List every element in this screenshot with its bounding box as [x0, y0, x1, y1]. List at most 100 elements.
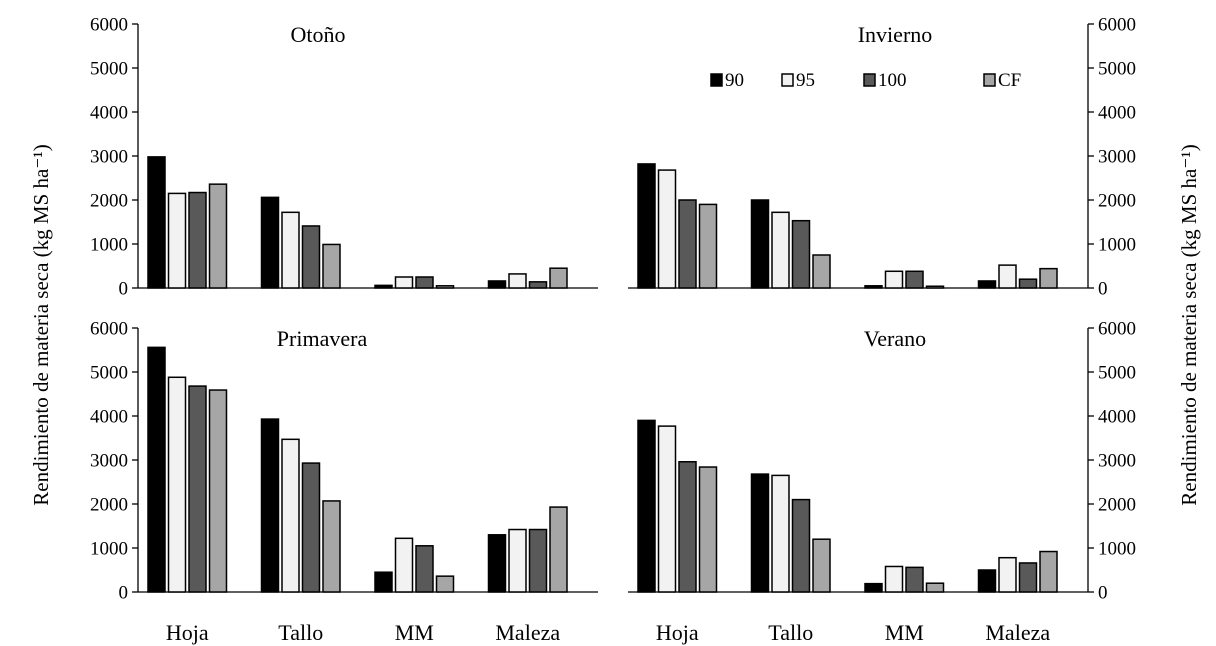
y-tick-label: 4000 — [1098, 103, 1136, 124]
x-category-label: MM — [885, 620, 924, 645]
bar-hoja-100 — [188, 191, 207, 289]
bar-mm-100 — [415, 276, 434, 289]
y-tick-label: 6000 — [1098, 15, 1136, 36]
y-tick-label: 5000 — [1098, 59, 1136, 80]
bar-mm-100 — [905, 270, 924, 289]
bar-maleza-95 — [998, 556, 1017, 593]
bar-mm-cf — [925, 582, 945, 593]
y-tick-label: 0 — [1098, 279, 1108, 300]
y-tick-label: 2000 — [1098, 191, 1136, 212]
bar-maleza-95 — [508, 528, 527, 593]
x-category-label: Hoja — [656, 620, 699, 645]
bar-maleza-100 — [528, 281, 548, 289]
x-category-label: Hoja — [166, 620, 209, 645]
bar-tallo-cf — [322, 243, 341, 289]
bar-maleza-cf — [1039, 267, 1058, 289]
y-tick-label: 6000 — [90, 319, 128, 340]
bars-layer — [147, 156, 1058, 593]
y-tick-label: 4000 — [90, 103, 128, 124]
y-axis-title-left: Rendimiento de materia seca (kg MS ha⁻¹) — [29, 144, 53, 505]
y-tick-label: 2000 — [90, 495, 128, 516]
panel-title: Invierno — [858, 22, 933, 47]
y-tick-label: 4000 — [90, 407, 128, 428]
y-tick-label: 1000 — [1098, 539, 1136, 560]
y-tick-label: 5000 — [1098, 363, 1136, 384]
bar-tallo-90 — [750, 199, 770, 289]
bar-mm-90 — [374, 284, 393, 289]
bar-hoja-95 — [657, 169, 677, 289]
y-tick-label: 0 — [1098, 583, 1108, 604]
y-tick-label: 2000 — [90, 191, 128, 212]
bar-mm-95 — [394, 537, 414, 593]
panel-title: Otoño — [291, 22, 346, 47]
y-tick-label: 5000 — [90, 59, 128, 80]
bar-maleza-95 — [998, 264, 1017, 289]
bar-tallo-95 — [281, 211, 300, 289]
bar-mm-90 — [864, 285, 883, 289]
bar-tallo-cf — [812, 254, 831, 289]
bar-mm-cf — [435, 285, 455, 289]
labels-layer: 0 1000 2000 3000 4000 5000 6000 0 1000 2000 3000 40… — [29, 15, 1201, 646]
y-axis-title-right: Rendimiento de materia seca (kg MS ha⁻¹) — [1177, 144, 1201, 505]
y-tick-label: 6000 — [90, 15, 128, 36]
legend-swatch-90 — [710, 73, 723, 87]
y-tick-label: 1000 — [90, 539, 128, 560]
legend-label-95: 95 — [796, 70, 815, 91]
y-tick-label: 6000 — [1098, 319, 1136, 340]
bar-tallo-100 — [791, 219, 811, 289]
bar-tallo-100 — [301, 462, 321, 593]
legend-swatch-cf — [983, 73, 996, 87]
bar-tallo-90 — [260, 418, 280, 593]
bar-tallo-100 — [301, 225, 321, 289]
legend-swatch-95 — [781, 73, 794, 87]
y-tick-label: 0 — [119, 279, 129, 300]
bar-tallo-95 — [771, 474, 790, 593]
bar-tallo-95 — [771, 211, 790, 289]
legend: 90 95 100 CF — [710, 70, 1021, 91]
bar-mm-95 — [884, 270, 904, 289]
bar-mm-90 — [864, 582, 883, 593]
x-category-label: Maleza — [495, 620, 560, 645]
legend-label-90: 90 — [725, 70, 744, 91]
x-category-label: Maleza — [985, 620, 1050, 645]
bar-hoja-cf — [698, 466, 718, 593]
x-category-label: Tallo — [278, 620, 323, 645]
y-tick-label: 3000 — [1098, 451, 1136, 472]
x-category-label: MM — [395, 620, 434, 645]
bar-mm-95 — [884, 565, 904, 593]
y-tick-label: 5000 — [90, 363, 128, 384]
bar-maleza-90 — [977, 569, 997, 593]
bar-mm-95 — [394, 276, 414, 289]
bar-tallo-100 — [791, 498, 811, 593]
bar-maleza-95 — [508, 273, 527, 289]
y-tick-label: 0 — [119, 583, 129, 604]
bar-tallo-cf — [812, 538, 831, 593]
panel-title: Primavera — [277, 326, 368, 351]
y-tick-label: 3000 — [1098, 147, 1136, 168]
bar-hoja-90 — [147, 156, 166, 289]
bar-maleza-90 — [487, 534, 507, 593]
bar-hoja-100 — [678, 199, 697, 289]
bar-hoja-cf — [208, 389, 228, 593]
bar-maleza-cf — [1039, 550, 1058, 593]
bar-hoja-100 — [678, 461, 697, 593]
bar-tallo-90 — [750, 473, 770, 593]
bar-hoja-cf — [208, 183, 228, 289]
bar-mm-cf — [435, 575, 455, 593]
bar-hoja-90 — [147, 346, 166, 593]
bar-maleza-100 — [1018, 278, 1038, 289]
y-tick-label: 2000 — [1098, 495, 1136, 516]
bar-hoja-90 — [637, 163, 656, 289]
bar-maleza-100 — [528, 528, 548, 593]
bar-hoja-95 — [167, 192, 187, 289]
bar-mm-100 — [905, 566, 924, 593]
legend-label-cf: CF — [998, 70, 1021, 91]
bar-maleza-cf — [549, 506, 568, 593]
bar-hoja-95 — [167, 376, 187, 593]
bar-tallo-cf — [322, 500, 341, 593]
y-tick-label: 1000 — [90, 235, 128, 256]
bar-mm-cf — [925, 285, 945, 289]
bar-mm-90 — [374, 571, 393, 593]
bar-tallo-95 — [281, 438, 300, 593]
